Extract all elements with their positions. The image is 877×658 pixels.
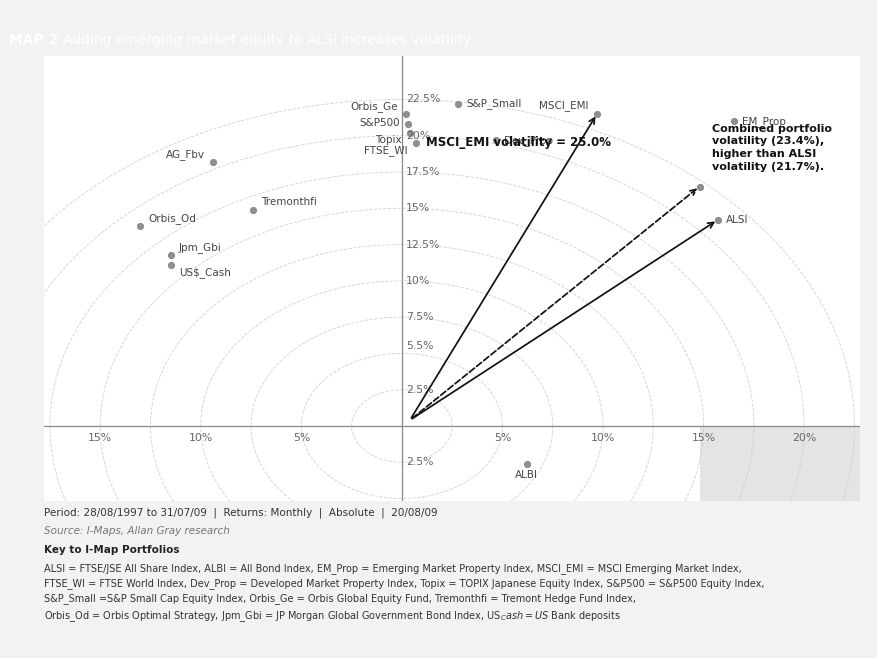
Text: 10%: 10% bbox=[590, 433, 615, 443]
Text: 12.5%: 12.5% bbox=[405, 240, 439, 249]
Bar bbox=[699, 426, 859, 501]
Text: ALSI: ALSI bbox=[725, 215, 747, 225]
Text: AG_Fbv: AG_Fbv bbox=[166, 149, 204, 160]
Text: S&P_Small: S&P_Small bbox=[466, 98, 521, 109]
Text: Orbis_Ge: Orbis_Ge bbox=[350, 101, 397, 112]
Text: MAP 2: MAP 2 bbox=[9, 33, 58, 47]
Text: S&P500: S&P500 bbox=[359, 118, 399, 128]
Text: Adding emerging market equity to ALSI increases volatility: Adding emerging market equity to ALSI in… bbox=[63, 33, 471, 47]
Text: Key to I-Map Portfolios: Key to I-Map Portfolios bbox=[44, 545, 179, 555]
Text: Tremonthfi: Tremonthfi bbox=[260, 197, 317, 207]
Text: 5%: 5% bbox=[493, 433, 510, 443]
Text: 10%: 10% bbox=[189, 433, 212, 443]
Text: 7.5%: 7.5% bbox=[405, 312, 433, 322]
Text: ALBI: ALBI bbox=[515, 470, 538, 480]
Text: 17.5%: 17.5% bbox=[405, 167, 439, 177]
Text: 2.5%: 2.5% bbox=[405, 385, 433, 395]
Text: Dev_Prop: Dev_Prop bbox=[504, 135, 553, 145]
Text: Orbis_Od: Orbis_Od bbox=[148, 213, 196, 224]
Text: 22.5%: 22.5% bbox=[405, 95, 439, 105]
Text: Jpm_Gbi: Jpm_Gbi bbox=[178, 242, 221, 253]
Text: MSCI_EMI volatility = 25.0%: MSCI_EMI volatility = 25.0% bbox=[425, 136, 610, 149]
Text: Source: I-Maps, Allan Gray research: Source: I-Maps, Allan Gray research bbox=[44, 526, 230, 536]
Text: ALSI = FTSE/JSE All Share Index, ALBI = All Bond Index, EM_Prop = Emerging Marke: ALSI = FTSE/JSE All Share Index, ALBI = … bbox=[44, 563, 764, 624]
Text: 15%: 15% bbox=[405, 203, 430, 213]
Text: 20%: 20% bbox=[405, 131, 430, 141]
Text: 20%: 20% bbox=[791, 433, 816, 443]
Text: 15%: 15% bbox=[88, 433, 112, 443]
Text: 5.5%: 5.5% bbox=[405, 341, 433, 351]
Text: Topix: Topix bbox=[374, 135, 402, 145]
Text: 15%: 15% bbox=[691, 433, 715, 443]
Text: EM_Prop: EM_Prop bbox=[741, 116, 785, 127]
Text: 5%: 5% bbox=[292, 433, 310, 443]
Text: Period: 28/08/1997 to 31/07/09  |  Returns: Monthly  |  Absolute  |  20/08/09: Period: 28/08/1997 to 31/07/09 | Returns… bbox=[44, 508, 437, 519]
Text: 2.5%: 2.5% bbox=[405, 457, 433, 467]
Text: 10%: 10% bbox=[405, 276, 430, 286]
Text: MSCI_EMI: MSCI_EMI bbox=[538, 100, 588, 111]
Text: Combined portfolio
volatility (23.4%),
higher than ALSI
volatility (21.7%).: Combined portfolio volatility (23.4%), h… bbox=[710, 124, 831, 172]
Text: FTSE_WI: FTSE_WI bbox=[364, 145, 408, 156]
Text: US$_Cash: US$_Cash bbox=[178, 266, 231, 278]
